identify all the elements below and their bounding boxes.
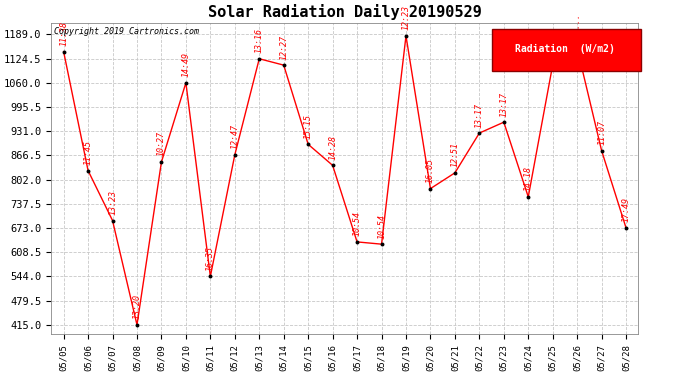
Point (352, 239, 363, 245)
Point (83, 168, 94, 174)
Text: 17:49: 17:49 (622, 198, 631, 222)
Point (327, 162, 338, 168)
Text: 12:33: 12:33 (549, 34, 558, 59)
Text: Radiation  (W/m2): Radiation (W/m2) (515, 44, 615, 54)
Point (132, 322, 143, 328)
Text: 13:20: 13:20 (132, 294, 141, 319)
Text: 14:28: 14:28 (328, 135, 337, 160)
Point (620, 225, 631, 231)
Text: 16:05: 16:05 (426, 158, 435, 183)
Point (156, 159, 167, 165)
Text: Copyright 2019 Cartronics.com: Copyright 2019 Cartronics.com (55, 27, 199, 36)
Text: 16:35: 16:35 (206, 246, 215, 271)
Point (596, 148, 607, 154)
Point (205, 273, 216, 279)
Point (376, 241, 387, 247)
Text: 12:47: 12:47 (230, 124, 239, 149)
Text: 14:49: 14:49 (181, 52, 190, 77)
Text: 13:16: 13:16 (255, 28, 264, 53)
FancyBboxPatch shape (491, 29, 641, 71)
Text: 12:51: 12:51 (451, 142, 460, 167)
Text: 13:17: 13:17 (500, 92, 509, 117)
Text: 11:07: 11:07 (597, 120, 606, 145)
Point (523, 194, 534, 200)
Text: 11:38: 11:38 (59, 21, 68, 46)
Point (547, 62, 558, 68)
Point (571, 45, 582, 51)
Point (229, 152, 240, 158)
Point (400, 33, 411, 39)
Text: 15:15: 15:15 (304, 114, 313, 139)
Text: 10:27: 10:27 (157, 131, 166, 156)
Point (254, 56, 265, 62)
Title: Solar Radiation Daily 20190529: Solar Radiation Daily 20190529 (208, 4, 482, 20)
Point (449, 170, 460, 176)
Text: 13:17: 13:17 (475, 102, 484, 128)
Point (474, 130, 485, 136)
Point (180, 80, 191, 86)
Text: 12:23: 12:23 (402, 5, 411, 30)
Point (107, 217, 118, 223)
Text: 11:...: 11:... (573, 13, 582, 43)
Point (303, 141, 314, 147)
Point (425, 186, 436, 192)
Text: 10:54: 10:54 (377, 214, 386, 238)
Text: 13:23: 13:23 (108, 190, 117, 215)
Point (278, 62, 289, 68)
Text: 10:54: 10:54 (353, 211, 362, 236)
Text: 11:45: 11:45 (83, 140, 92, 165)
Text: 14:18: 14:18 (524, 166, 533, 191)
Point (58, 49, 69, 55)
Text: 12:27: 12:27 (279, 34, 288, 60)
Point (498, 119, 509, 125)
